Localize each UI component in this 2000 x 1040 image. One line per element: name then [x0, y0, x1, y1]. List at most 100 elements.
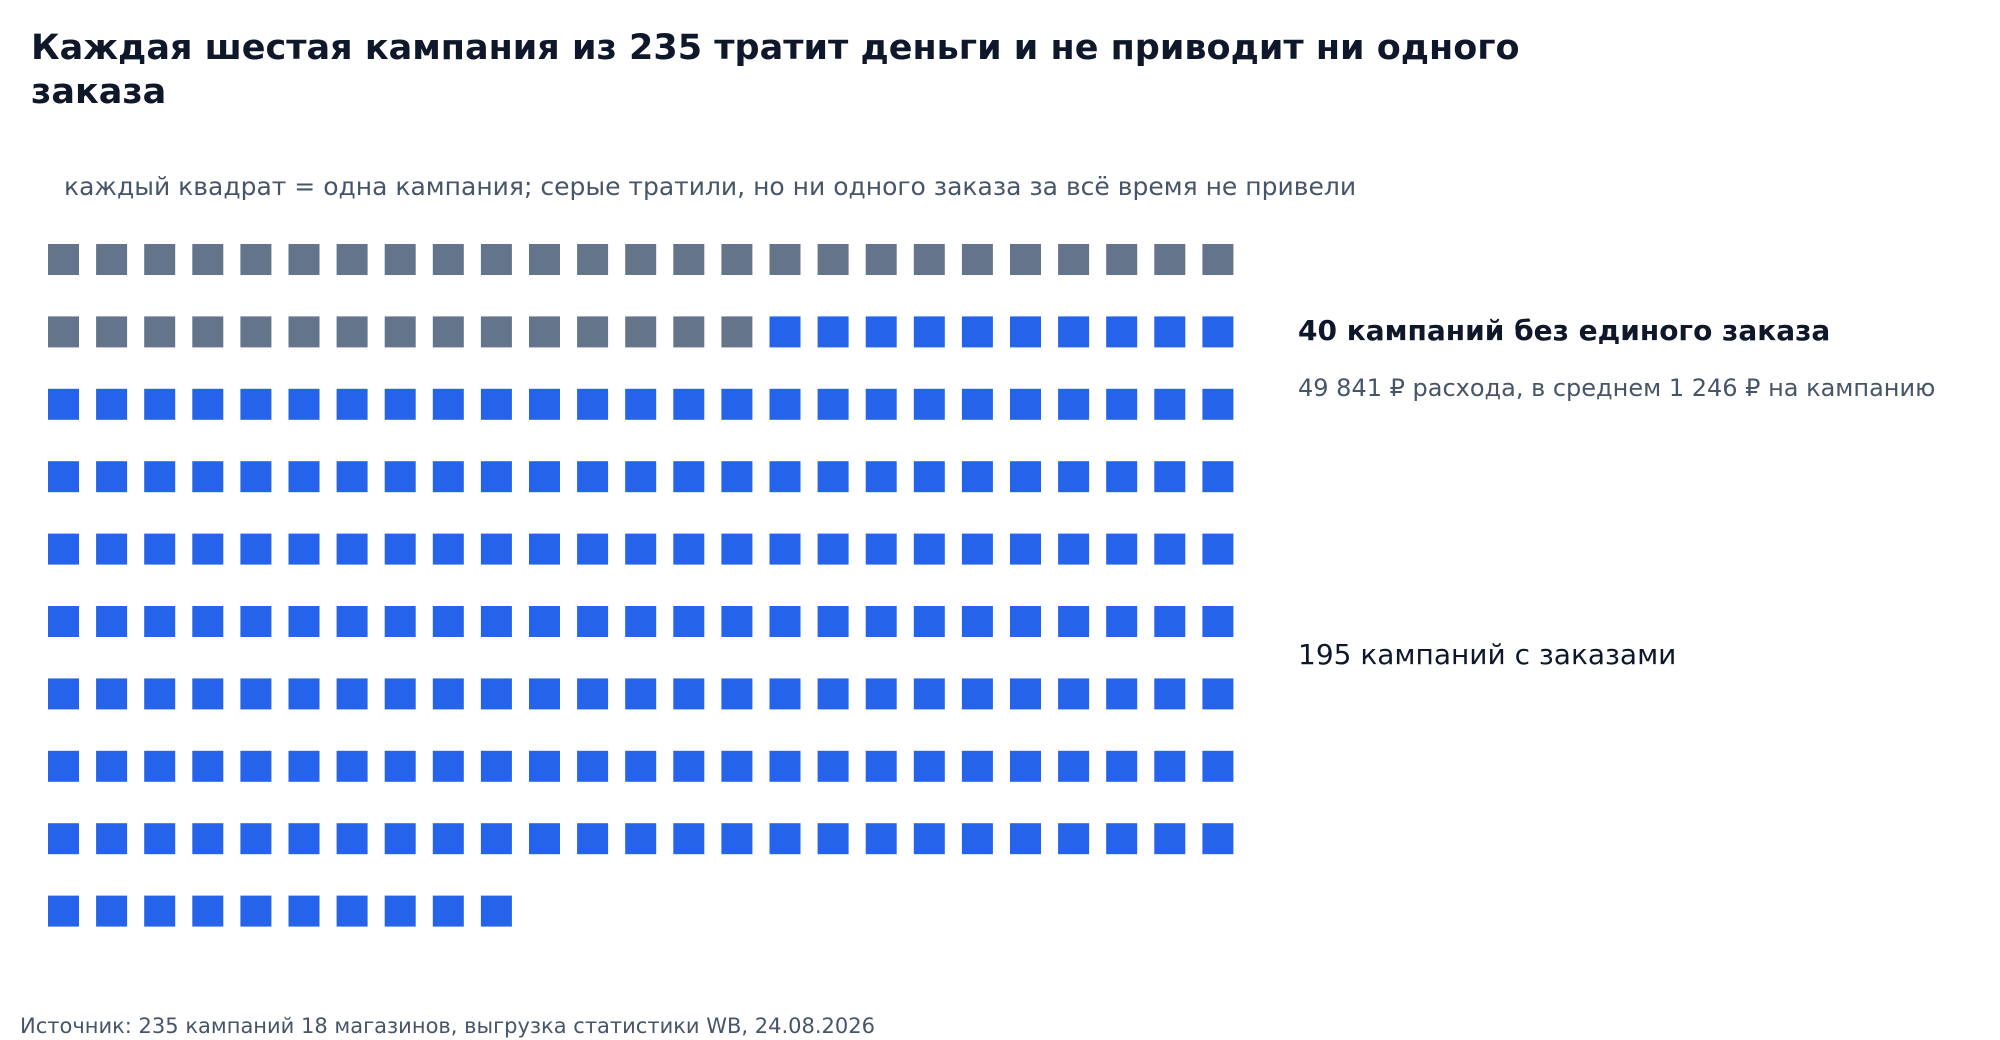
waffle-square-with-orders — [1154, 750, 1186, 782]
waffle-square-with-orders — [288, 461, 320, 493]
waffle-square-with-orders — [192, 533, 224, 565]
waffle-square-with-orders — [817, 823, 849, 855]
waffle-square-with-orders — [336, 750, 368, 782]
waffle-square-with-orders — [288, 750, 320, 782]
waffle-square-no-orders — [721, 244, 753, 275]
waffle-square-with-orders — [1010, 606, 1041, 637]
waffle-square-with-orders — [577, 823, 609, 855]
waffle-square-with-orders — [96, 678, 128, 710]
waffle-square-with-orders — [529, 388, 560, 420]
waffle-square-with-orders — [336, 678, 368, 710]
waffle-square-with-orders — [1154, 388, 1186, 420]
waffle-square-with-orders — [817, 316, 849, 348]
waffle-square-with-orders — [961, 461, 993, 493]
waffle-square-with-orders — [1010, 533, 1041, 565]
waffle-square-no-orders — [192, 244, 224, 275]
waffle-square-with-orders — [913, 461, 945, 493]
waffle-square-with-orders — [577, 533, 609, 565]
waffle-square-no-orders — [240, 316, 272, 348]
waffle-square-no-orders — [1010, 244, 1041, 275]
chart-subtitle: каждый квадрат = одна кампания; серые тр… — [64, 172, 1357, 201]
waffle-square-with-orders — [288, 823, 320, 855]
waffle-square-with-orders — [577, 606, 609, 637]
waffle-square-with-orders — [96, 388, 128, 420]
waffle-square-with-orders — [192, 678, 224, 710]
waffle-square-with-orders — [529, 823, 560, 855]
waffle-square-with-orders — [480, 388, 512, 420]
waffle-square-with-orders — [673, 533, 705, 565]
waffle-square-with-orders — [1010, 461, 1041, 493]
waffle-square-with-orders — [1202, 533, 1234, 565]
waffle-square-no-orders — [432, 244, 464, 275]
waffle-square-with-orders — [1106, 823, 1138, 855]
waffle-square-with-orders — [673, 388, 705, 420]
waffle-square-with-orders — [144, 750, 176, 782]
waffle-square-with-orders — [961, 316, 993, 348]
waffle-square-with-orders — [865, 823, 897, 855]
waffle-square-with-orders — [817, 461, 849, 493]
waffle-square-with-orders — [625, 823, 657, 855]
waffle-square-no-orders — [769, 244, 801, 275]
waffle-square-with-orders — [961, 678, 993, 710]
waffle-square-with-orders — [432, 461, 464, 493]
waffle-square-with-orders — [817, 533, 849, 565]
waffle-square-with-orders — [769, 823, 801, 855]
waffle-square-no-orders — [384, 244, 416, 275]
waffle-square-with-orders — [1010, 823, 1041, 855]
waffle-square-no-orders — [144, 244, 176, 275]
waffle-square-with-orders — [480, 823, 512, 855]
waffle-square-no-orders — [1106, 244, 1138, 275]
waffle-square-with-orders — [769, 750, 801, 782]
waffle-square-with-orders — [913, 678, 945, 710]
waffle-square-with-orders — [144, 533, 176, 565]
waffle-square-no-orders — [673, 316, 705, 348]
waffle-square-with-orders — [96, 750, 128, 782]
waffle-square-with-orders — [288, 533, 320, 565]
waffle-square-with-orders — [1154, 678, 1186, 710]
waffle-square-no-orders — [625, 316, 657, 348]
waffle-square-with-orders — [577, 461, 609, 493]
waffle-square-with-orders — [673, 461, 705, 493]
waffle-square-with-orders — [240, 823, 272, 855]
waffle-square-no-orders — [384, 316, 416, 348]
waffle-square-with-orders — [480, 461, 512, 493]
waffle-square-no-orders — [240, 244, 272, 275]
waffle-square-with-orders — [1010, 750, 1041, 782]
waffle-square-with-orders — [192, 606, 224, 637]
waffle-square-with-orders — [1154, 461, 1186, 493]
waffle-square-with-orders — [865, 533, 897, 565]
waffle-square-with-orders — [577, 388, 609, 420]
waffle-square-with-orders — [144, 461, 176, 493]
waffle-square-with-orders — [721, 750, 753, 782]
waffle-square-with-orders — [1010, 678, 1041, 710]
waffle-square-with-orders — [913, 316, 945, 348]
waffle-square-with-orders — [769, 461, 801, 493]
waffle-square-no-orders — [529, 244, 560, 275]
waffle-square-with-orders — [913, 606, 945, 637]
waffle-square-with-orders — [48, 606, 79, 637]
chart-source-note: Источник: 235 кампаний 18 магазинов, выг… — [20, 1014, 876, 1038]
waffle-square-with-orders — [144, 895, 176, 927]
waffle-square-with-orders — [96, 823, 128, 855]
waffle-square-with-orders — [480, 606, 512, 637]
waffle-square-with-orders — [336, 533, 368, 565]
waffle-square-with-orders — [432, 823, 464, 855]
waffle-square-with-orders — [721, 606, 753, 637]
waffle-square-with-orders — [384, 533, 416, 565]
waffle-square-with-orders — [529, 461, 560, 493]
waffle-square-no-orders — [721, 316, 753, 348]
waffle-square-with-orders — [625, 388, 657, 420]
waffle-square-no-orders — [1058, 244, 1090, 275]
waffle-square-no-orders — [577, 316, 609, 348]
waffle-square-with-orders — [1010, 388, 1041, 420]
waffle-square-with-orders — [817, 606, 849, 637]
waffle-square-with-orders — [577, 678, 609, 710]
waffle-square-with-orders — [240, 895, 272, 927]
waffle-square-no-orders — [480, 244, 512, 275]
waffle-square-with-orders — [192, 461, 224, 493]
waffle-square-with-orders — [769, 533, 801, 565]
waffle-square-with-orders — [384, 895, 416, 927]
waffle-square-with-orders — [1058, 823, 1090, 855]
waffle-square-with-orders — [961, 823, 993, 855]
waffle-square-with-orders — [1058, 750, 1090, 782]
